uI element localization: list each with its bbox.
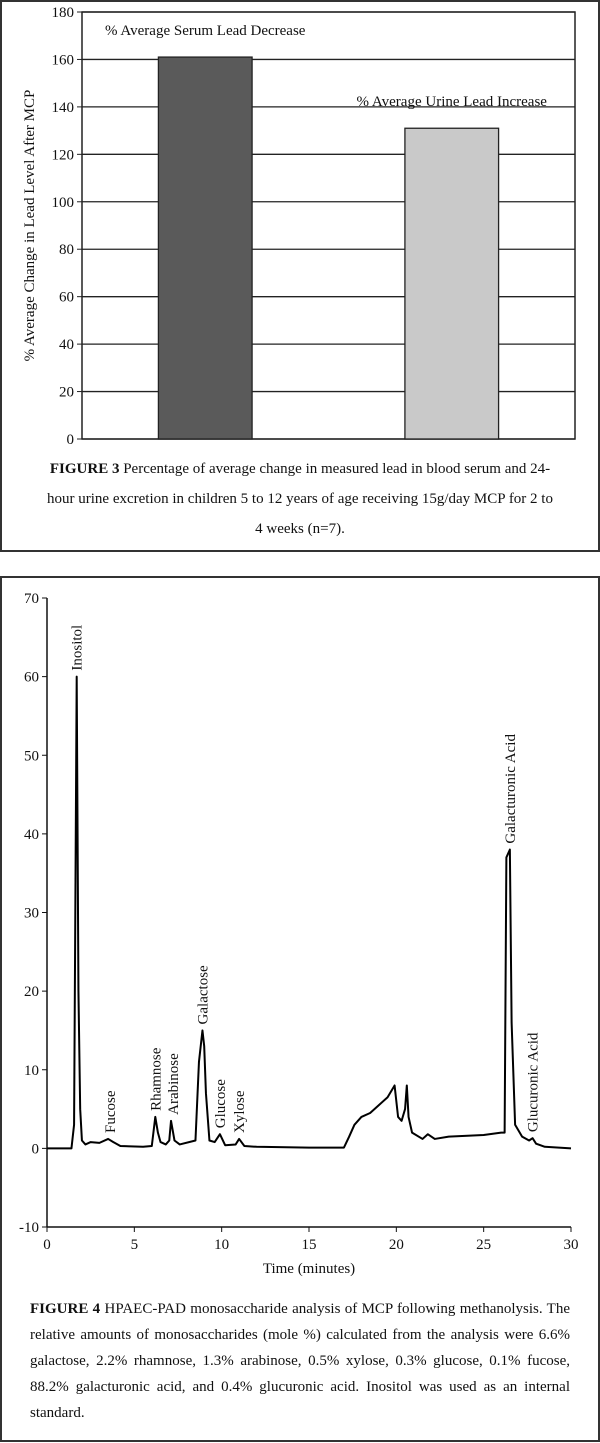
plot-frame (81, 11, 576, 440)
y-tick-label: 60 (59, 290, 74, 306)
caption: FIGURE 4 HPAEC-PAD monosaccharide analys… (30, 1296, 570, 1426)
x-tick-label: 0 (43, 1237, 51, 1253)
y-tick-label: 140 (52, 100, 75, 116)
caption-label: FIGURE 4 (30, 1301, 101, 1317)
caption-text: HPAEC-PAD monosaccharide analysis of MCP… (30, 1301, 571, 1421)
peak-label: Galacturonic Acid (503, 734, 519, 844)
caption-label: FIGURE 3 (49, 461, 120, 477)
y-tick-label: -10 (19, 1220, 39, 1236)
x-axis-label: Time (minutes) (263, 1261, 355, 1277)
figure: -10 0 10 20 30 40 50 60 70 0 5 10 15 20 25 30 Time (minu… (0, 576, 600, 1442)
y-axis-label: % Average Change in Lead Level After MCP (22, 90, 38, 362)
figure: 0 20 40 60 80 100 120 140 160 180 % Average Change… (0, 0, 600, 552)
y-tick-label: 40 (24, 827, 39, 843)
x-tick-label: 10 (214, 1237, 229, 1253)
y-tick-label: 0 (67, 432, 75, 448)
caption: FIGURE 3 Percentage of average change in… (42, 454, 558, 544)
y-tick-label: 100 (52, 195, 75, 211)
chart: 0 20 40 60 80 100 120 140 160 180 % Average Change… (22, 5, 576, 448)
x-tick-label: 5 (131, 1237, 139, 1253)
peak-label: Glucuronic Acid (526, 1032, 542, 1132)
y-tick-label: 70 (24, 591, 39, 607)
peak-label: Arabinose (166, 1053, 182, 1115)
peak-label: Inositol (70, 625, 86, 671)
y-tick-label: 40 (59, 337, 74, 353)
y-tick-label: 20 (24, 984, 39, 1000)
y-tick-label: 10 (24, 1063, 39, 1079)
bar (157, 56, 253, 440)
y-tick-label: 50 (24, 748, 39, 764)
x-tick-label: 20 (389, 1237, 404, 1253)
y-tick-label: 0 (32, 1141, 40, 1157)
caption-text: Percentage of average change in measured… (47, 461, 553, 537)
peak-label: Rhamnose (148, 1047, 164, 1111)
x-tick-label: 30 (564, 1237, 579, 1253)
peak-label: Galactose (195, 965, 211, 1024)
y-tick-label: 80 (59, 242, 74, 258)
y-tick-label: 30 (24, 906, 39, 922)
peak-label: Xylose (232, 1090, 248, 1133)
peak-label: Glucose (213, 1079, 229, 1128)
x-tick-label: 25 (476, 1237, 491, 1253)
x-tick-label: 15 (302, 1237, 317, 1253)
bar (404, 127, 500, 440)
y-tick-label: 180 (52, 5, 75, 21)
category-label: % Average Serum Lead Decrease (105, 23, 306, 39)
y-tick-label: 120 (52, 147, 75, 163)
y-tick-label: 20 (59, 385, 74, 401)
peak-label: Fucose (103, 1090, 119, 1133)
y-tick-label: 60 (24, 670, 39, 686)
chromatogram-line (47, 675, 572, 1150)
y-tick-label: 160 (52, 52, 75, 68)
category-label: % Average Urine Lead Increase (357, 94, 548, 110)
